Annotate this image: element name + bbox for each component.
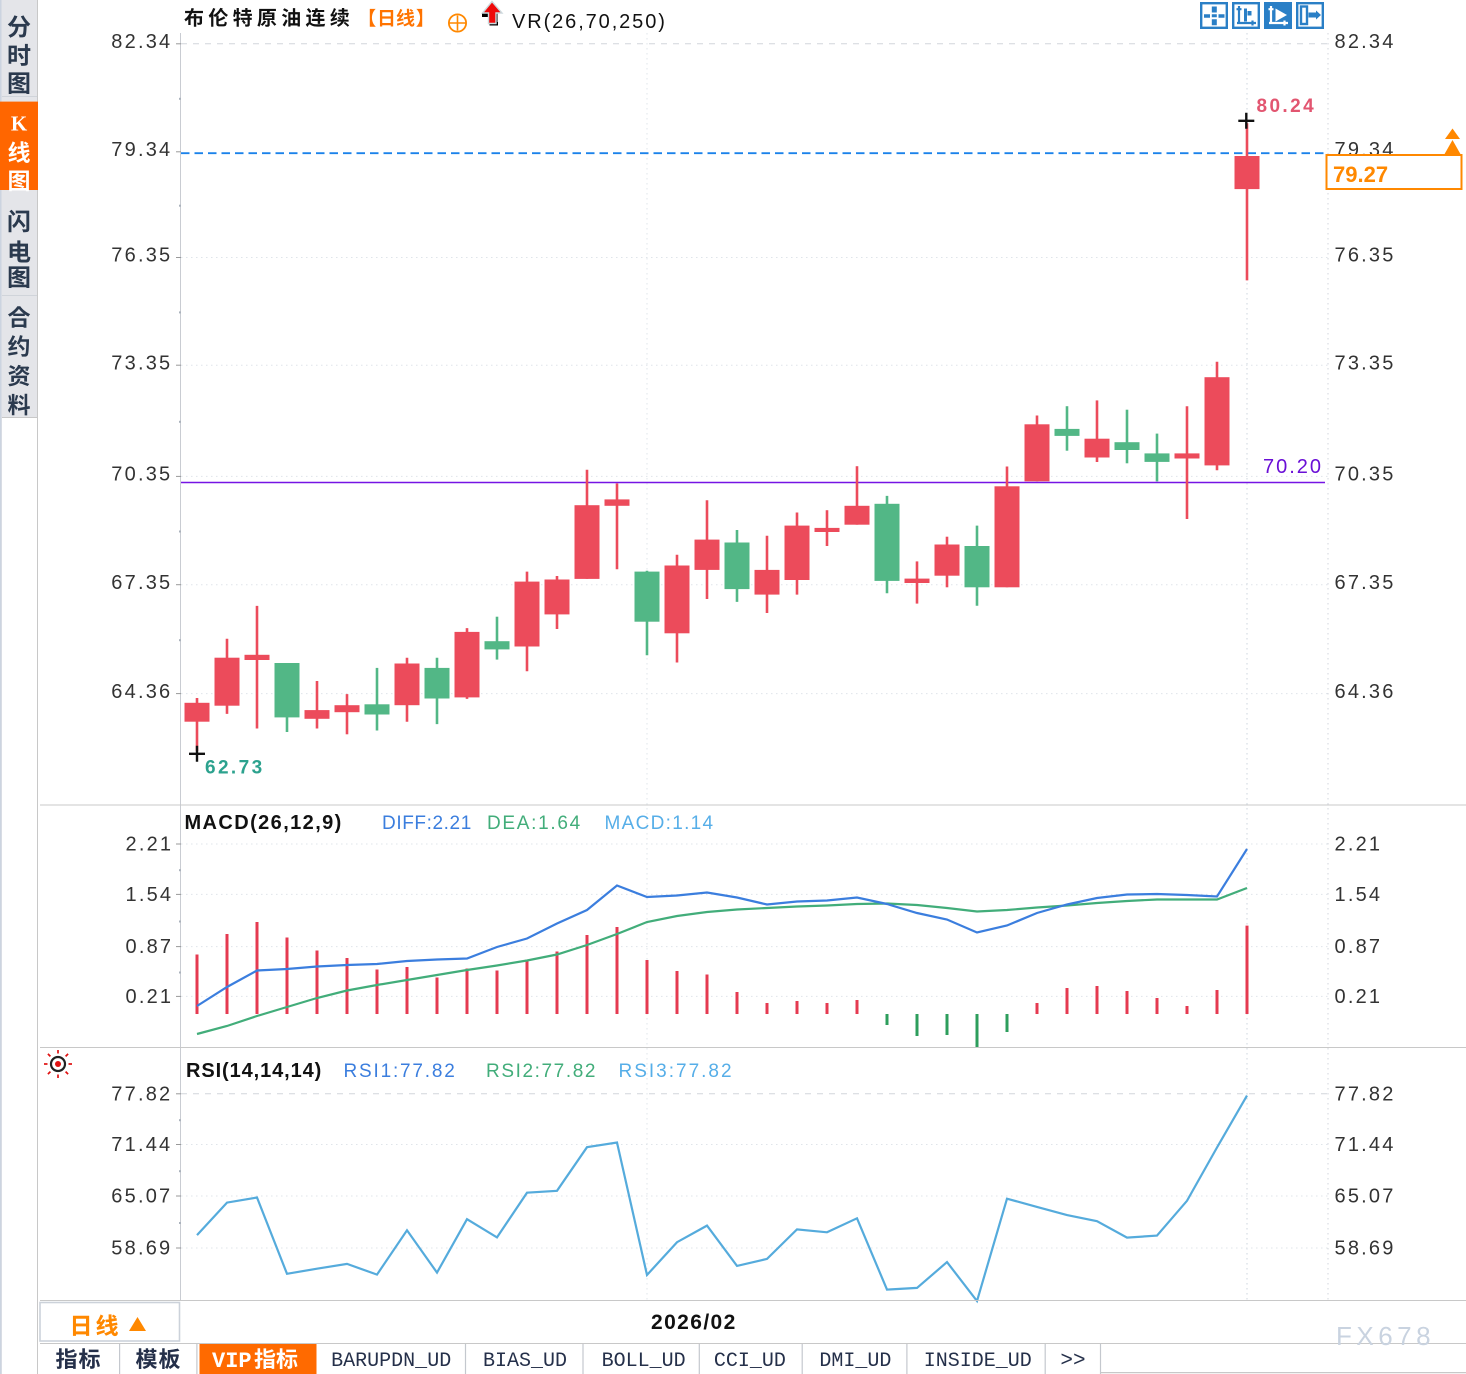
svg-text:2.21: 2.21 <box>1335 834 1383 856</box>
svg-text:VR(26,70,250): VR(26,70,250) <box>512 11 667 33</box>
svg-text:0.21: 0.21 <box>126 986 174 1008</box>
svg-text:76.35: 76.35 <box>111 245 172 267</box>
svg-text:CCI_UD: CCI_UD <box>714 1350 786 1373</box>
svg-text:64.36: 64.36 <box>1335 681 1396 703</box>
svg-text:77.82: 77.82 <box>1335 1083 1396 1105</box>
svg-text:1.54: 1.54 <box>1335 884 1383 906</box>
svg-text:58.69: 58.69 <box>1335 1238 1396 1260</box>
svg-text:79.34: 79.34 <box>111 139 172 161</box>
svg-text:DIFF:2.21: DIFF:2.21 <box>382 813 472 834</box>
svg-text:70.20: 70.20 <box>1263 456 1323 478</box>
svg-text:65.07: 65.07 <box>1335 1186 1396 1208</box>
svg-text:MACD(26,12,9): MACD(26,12,9) <box>185 812 343 834</box>
svg-text:76.35: 76.35 <box>1335 245 1396 267</box>
svg-text:BOLL_UD: BOLL_UD <box>602 1350 686 1373</box>
svg-text:BARUPDN_UD: BARUPDN_UD <box>331 1350 451 1373</box>
svg-text:79.27: 79.27 <box>1333 162 1388 187</box>
svg-text:1.54: 1.54 <box>126 884 174 906</box>
svg-text:67.35: 67.35 <box>1335 572 1396 594</box>
svg-text:62.73: 62.73 <box>205 758 265 779</box>
svg-text:71.44: 71.44 <box>1335 1134 1396 1156</box>
svg-text:MACD:1.14: MACD:1.14 <box>605 813 715 834</box>
svg-text:71.44: 71.44 <box>111 1134 172 1156</box>
svg-text:82.34: 82.34 <box>1335 31 1396 53</box>
svg-text:73.35: 73.35 <box>1335 352 1396 374</box>
svg-text:0.87: 0.87 <box>1335 936 1383 958</box>
svg-text:DEA:1.64: DEA:1.64 <box>487 813 582 834</box>
svg-text:RSI(14,14,14): RSI(14,14,14) <box>186 1060 322 1082</box>
svg-text:80.24: 80.24 <box>1257 96 1317 117</box>
svg-text:FX678: FX678 <box>1336 1321 1435 1351</box>
svg-text:RSI2:77.82: RSI2:77.82 <box>486 1061 597 1082</box>
svg-text:58.69: 58.69 <box>111 1238 172 1260</box>
svg-text:INSIDE_UD: INSIDE_UD <box>924 1350 1032 1373</box>
svg-text:BIAS_UD: BIAS_UD <box>483 1350 567 1373</box>
svg-text:82.34: 82.34 <box>111 31 172 53</box>
svg-text:VIP: VIP <box>212 1349 252 1374</box>
svg-text:2.21: 2.21 <box>126 834 174 856</box>
svg-text:77.82: 77.82 <box>111 1083 172 1105</box>
svg-text:DMI_UD: DMI_UD <box>819 1350 891 1373</box>
svg-text:RSI3:77.82: RSI3:77.82 <box>619 1061 734 1082</box>
svg-text:64.36: 64.36 <box>111 681 172 703</box>
svg-text:70.35: 70.35 <box>111 464 172 486</box>
svg-text:K: K <box>11 112 28 136</box>
svg-text:70.35: 70.35 <box>1335 464 1396 486</box>
svg-text:73.35: 73.35 <box>111 352 172 374</box>
svg-text:RSI1:77.82: RSI1:77.82 <box>344 1061 457 1082</box>
svg-text:0.87: 0.87 <box>126 936 174 958</box>
svg-text:>>: >> <box>1060 1350 1085 1373</box>
svg-text:65.07: 65.07 <box>111 1186 172 1208</box>
svg-text:2026/02: 2026/02 <box>651 1311 737 1334</box>
svg-text:0.21: 0.21 <box>1335 986 1383 1008</box>
svg-text:67.35: 67.35 <box>111 572 172 594</box>
